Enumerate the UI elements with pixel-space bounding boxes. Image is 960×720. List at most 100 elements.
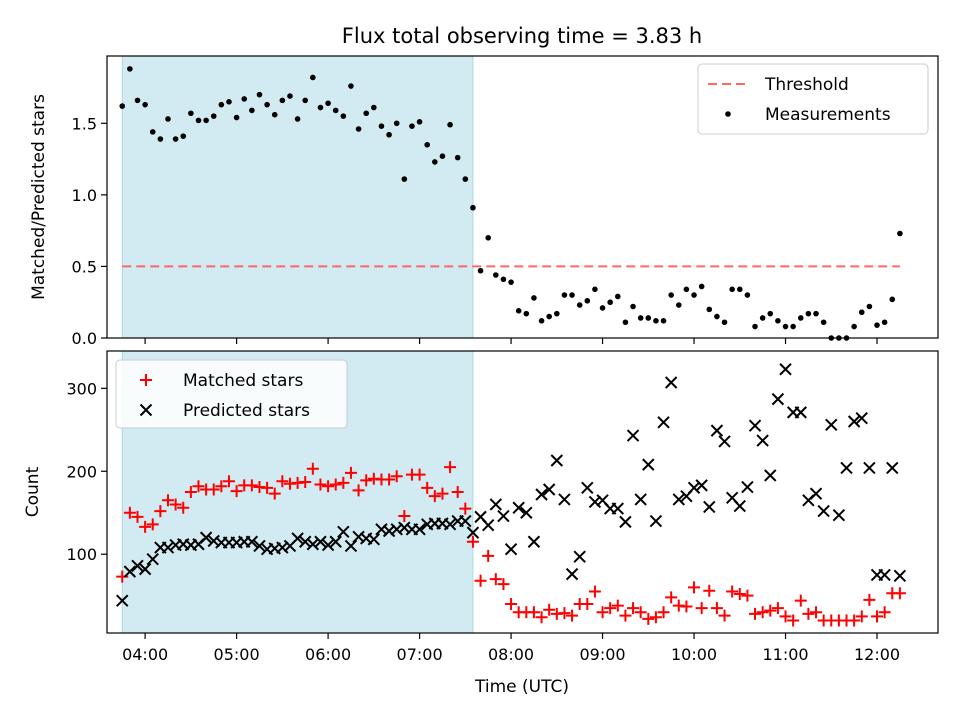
measurement-point [889, 296, 896, 303]
predicted-star-point [687, 481, 701, 495]
measurement-point [744, 292, 751, 298]
predicted-star-point [527, 535, 541, 548]
measurement-point [134, 97, 141, 104]
matched-star-point [215, 480, 228, 493]
matched-star-point [352, 484, 365, 497]
top-panel: 0.0 0.5 1.0 1.5 Matched/Predicted stars Thr… [29, 55, 939, 348]
legend-matched-label: Matched stars [183, 371, 303, 391]
measurement-point [866, 303, 873, 310]
measurement-point [271, 111, 278, 118]
measurement-point [584, 297, 591, 304]
measurement-point [554, 310, 560, 317]
y-tick-label: 300 [66, 379, 97, 398]
measurement-point [363, 110, 370, 117]
matched-star-point [657, 606, 670, 619]
matched-star-point [497, 578, 510, 591]
measurement-point [332, 107, 339, 114]
x-tick-label: 09:00 [579, 645, 625, 664]
predicted-star-point [306, 538, 320, 551]
matched-star-point [642, 612, 655, 625]
matched-star-point [649, 611, 662, 624]
measurement-point [424, 141, 431, 148]
matched-star-point [276, 475, 289, 488]
predicted-star-point [817, 504, 830, 518]
predicted-star-point [123, 565, 137, 578]
matched-star-point [360, 474, 373, 487]
measurement-point [249, 107, 255, 114]
matched-star-point [329, 478, 342, 491]
measurement-point [561, 292, 568, 298]
predicted-star-point [741, 480, 754, 494]
matched-star-point [306, 462, 319, 475]
predicted-star-point [459, 514, 472, 528]
measurement-point [820, 319, 827, 326]
predicted-star-point [847, 415, 861, 428]
measurement-point [637, 315, 644, 321]
predicted-star-point [611, 502, 625, 515]
measurement-point [172, 136, 179, 142]
measurement-point [706, 306, 713, 313]
predicted-star-point [619, 515, 632, 529]
matched-star-point [451, 486, 464, 498]
predicted-star-point [367, 533, 381, 546]
matched-star-point [802, 607, 815, 620]
x-tick-label: 05:00 [214, 645, 260, 664]
x-tick-label: 08:00 [488, 645, 534, 664]
predicted-star-point [565, 567, 579, 581]
matched-star-point [596, 606, 609, 619]
predicted-star-point [855, 411, 868, 425]
measurement-point [195, 117, 202, 124]
predicted-star-point [840, 461, 853, 475]
measurement-point [378, 123, 385, 129]
predicted-star-point [748, 419, 762, 432]
matched-star-point [299, 476, 312, 489]
y-tick-label: 200 [66, 462, 97, 481]
predicted-star-point [886, 461, 899, 475]
measurement-point [470, 204, 476, 211]
matched-star-point [543, 603, 556, 616]
predicted-star-point [832, 509, 846, 522]
measurement-point [531, 295, 537, 301]
measurement-point [614, 293, 621, 300]
top-x-ticks [144, 338, 878, 344]
legend-matched-swatch [140, 374, 152, 386]
predicted-star-point [558, 493, 571, 506]
predicted-star-point [657, 416, 670, 429]
matched-star-point [787, 614, 800, 627]
matched-star-point [184, 486, 197, 498]
bottom-legend-box [115, 359, 348, 429]
measurement-point [157, 136, 164, 142]
predicted-star-point [794, 406, 807, 419]
measurement-point [797, 315, 804, 321]
measurement-point [805, 310, 812, 317]
matched-star-point [428, 490, 441, 503]
measurement-point [881, 319, 888, 326]
predicted-star-point [466, 526, 480, 539]
measurement-point [454, 154, 461, 161]
measurement-point [675, 302, 682, 308]
matched-star-point [619, 609, 632, 622]
matched-star-point [878, 606, 891, 619]
matched-star-point [588, 585, 601, 598]
chart-title: Flux total observing time = 3.83 h [342, 24, 702, 48]
measurement-point [782, 323, 789, 330]
matched-star-point [703, 584, 716, 597]
measurement-point [165, 116, 171, 122]
matched-star-point [627, 602, 640, 615]
matched-star-point [337, 476, 350, 489]
measurement-point [630, 303, 636, 310]
measurement-point [592, 286, 598, 293]
measurements-points-layer [119, 66, 903, 341]
predicted-star-point [642, 458, 655, 471]
measurement-point [759, 315, 766, 321]
measurement-point [355, 126, 362, 132]
predicted-star-point [893, 569, 907, 582]
predicted-star-point [337, 525, 350, 539]
predicted-star-point [253, 539, 266, 553]
measurement-point [264, 101, 270, 108]
matched-star-point [794, 594, 807, 607]
measurement-point [348, 83, 354, 89]
measurement-point [897, 230, 903, 237]
matched-star-point [771, 602, 784, 615]
matched-star-point [634, 606, 647, 619]
